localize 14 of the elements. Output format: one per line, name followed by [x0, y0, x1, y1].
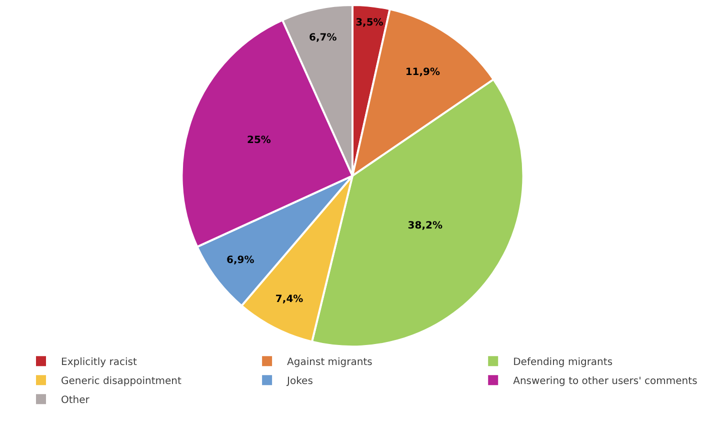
data-label: 3,5% — [356, 17, 384, 28]
data-label: 7,4% — [275, 294, 304, 305]
legend-label: Other — [61, 395, 90, 406]
legend-label: Generic disappointment — [61, 376, 182, 387]
data-label: 6,9% — [226, 254, 254, 266]
legend-label: Jokes — [286, 376, 313, 387]
legend-label: Defending migrants — [513, 357, 613, 368]
data-label: 11,9% — [405, 66, 440, 78]
data-label: 25% — [247, 135, 271, 146]
data-label: 6,7% — [309, 32, 337, 44]
data-label: 38,2% — [408, 220, 442, 232]
legend-label: Answering to other users' comments — [513, 376, 698, 387]
legend-label: Against migrants — [287, 357, 372, 368]
legend-label: Explicitly racist — [61, 357, 137, 368]
